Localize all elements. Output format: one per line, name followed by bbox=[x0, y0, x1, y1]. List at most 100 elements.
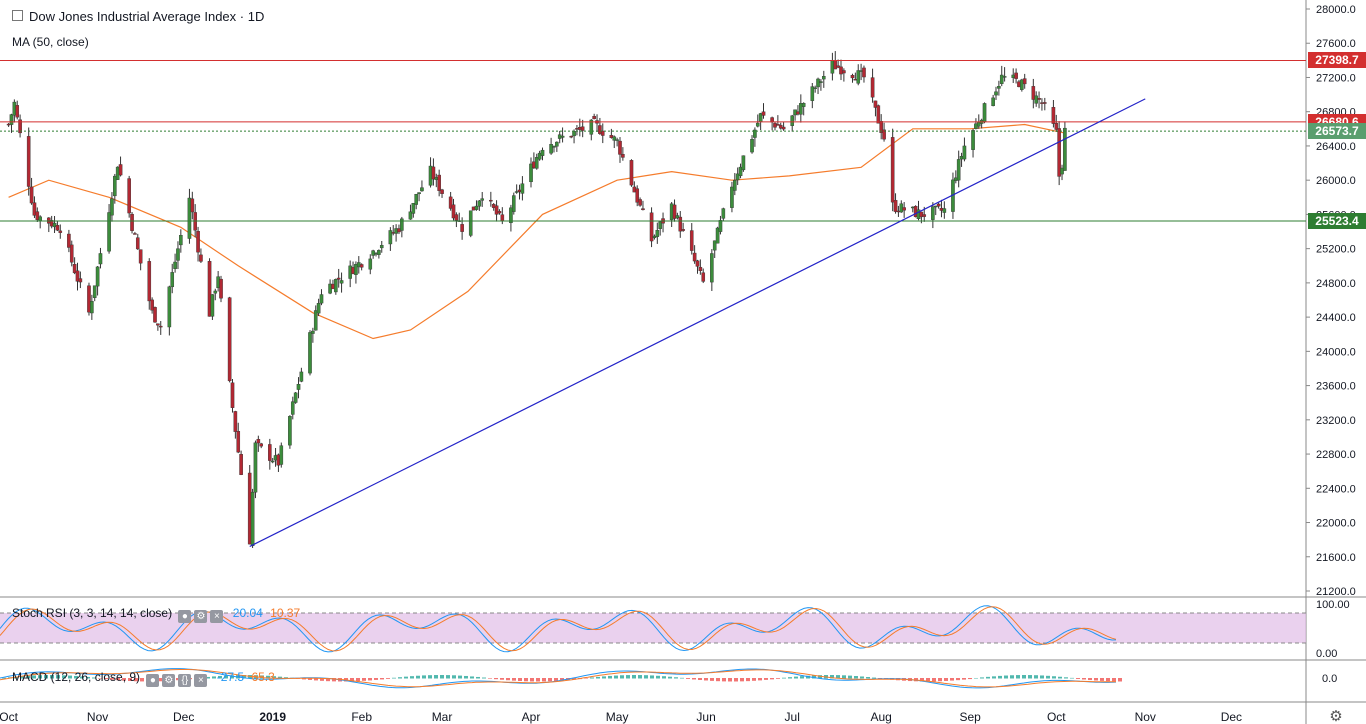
candle-body[interactable] bbox=[196, 231, 200, 253]
candle-body[interactable] bbox=[87, 285, 91, 313]
candle-body[interactable] bbox=[850, 74, 855, 79]
candle-body[interactable] bbox=[537, 152, 542, 160]
candle-body[interactable] bbox=[652, 235, 657, 239]
candle-body[interactable] bbox=[721, 208, 726, 219]
candle-body[interactable] bbox=[733, 180, 737, 191]
candle-body[interactable] bbox=[982, 103, 987, 122]
candle-body[interactable] bbox=[755, 122, 760, 127]
candle-body[interactable] bbox=[715, 227, 720, 244]
candle-body[interactable] bbox=[710, 253, 714, 283]
candle-body[interactable] bbox=[778, 124, 783, 129]
candle-body[interactable] bbox=[589, 119, 594, 135]
candle-body[interactable] bbox=[821, 76, 826, 80]
candle-body[interactable] bbox=[761, 111, 766, 116]
candle-body[interactable] bbox=[52, 222, 57, 228]
candle-body[interactable] bbox=[187, 197, 192, 239]
candle-body[interactable] bbox=[956, 159, 961, 181]
candle-body[interactable] bbox=[78, 278, 83, 283]
candle-body[interactable] bbox=[999, 74, 1004, 84]
candle-body[interactable] bbox=[813, 87, 817, 89]
candle-body[interactable] bbox=[431, 166, 436, 180]
candle-body[interactable] bbox=[876, 105, 881, 124]
candle-body[interactable] bbox=[448, 196, 453, 209]
candle-body[interactable] bbox=[1042, 102, 1047, 104]
candle-body[interactable] bbox=[810, 86, 815, 101]
candle-body[interactable] bbox=[612, 136, 617, 141]
candle-body[interactable] bbox=[420, 187, 424, 192]
candle-body[interactable] bbox=[494, 205, 499, 215]
candle-body[interactable] bbox=[609, 135, 614, 138]
candle-body[interactable] bbox=[26, 136, 31, 187]
close-icon[interactable]: × bbox=[210, 610, 224, 623]
candle-body[interactable] bbox=[712, 240, 717, 251]
candle-body[interactable] bbox=[219, 278, 223, 299]
candle-body[interactable] bbox=[400, 218, 404, 231]
stoch-legend[interactable]: Stoch RSI (3, 3, 14, 14, close) ● ⚙ × 20.0… bbox=[12, 606, 300, 623]
candle-body[interactable] bbox=[675, 215, 680, 219]
candle-body[interactable] bbox=[500, 214, 505, 222]
candle-body[interactable] bbox=[158, 325, 163, 328]
candle-body[interactable] bbox=[236, 431, 241, 453]
candle-body[interactable] bbox=[649, 212, 654, 242]
candle-body[interactable] bbox=[460, 224, 464, 232]
time-axis[interactable]: Oct Nov Dec 2019 Feb Mar Apr May Jun Jul Aug Sep Oct… bbox=[0, 708, 1343, 724]
candle-body[interactable] bbox=[156, 323, 160, 326]
candle-body[interactable] bbox=[173, 261, 177, 269]
candle-body[interactable] bbox=[936, 203, 941, 207]
candle-body[interactable] bbox=[882, 129, 886, 140]
candle-body[interactable] bbox=[1031, 86, 1036, 100]
candle-body[interactable] bbox=[468, 210, 473, 236]
candle-body[interactable] bbox=[781, 126, 786, 130]
candle-body[interactable] bbox=[107, 212, 111, 252]
candle-body[interactable] bbox=[931, 206, 935, 220]
candle-body[interactable] bbox=[1022, 78, 1027, 85]
collapse-icon[interactable] bbox=[12, 10, 23, 21]
candle-body[interactable] bbox=[290, 401, 295, 415]
candle-body[interactable] bbox=[135, 237, 140, 250]
candle-body[interactable] bbox=[170, 272, 175, 288]
candle-body[interactable] bbox=[991, 97, 995, 107]
source-icon[interactable]: {} bbox=[178, 674, 192, 687]
candle-body[interactable] bbox=[1037, 97, 1041, 100]
candle-body[interactable] bbox=[359, 264, 364, 268]
candle-body[interactable] bbox=[213, 290, 218, 294]
candle-body[interactable] bbox=[176, 248, 180, 261]
candle-body[interactable] bbox=[1002, 76, 1007, 78]
candle-body[interactable] bbox=[994, 91, 998, 96]
uptrend-line[interactable] bbox=[249, 98, 1146, 548]
candle-body[interactable] bbox=[552, 146, 556, 148]
candle-body[interactable] bbox=[529, 163, 533, 183]
candle-body[interactable] bbox=[730, 186, 734, 208]
candle-body[interactable] bbox=[15, 105, 20, 118]
candle-body[interactable] bbox=[354, 264, 358, 275]
candle-body[interactable] bbox=[572, 131, 576, 137]
candle-body[interactable] bbox=[69, 244, 74, 263]
eye-icon[interactable]: ● bbox=[146, 674, 160, 687]
candle-body[interactable] bbox=[893, 200, 898, 212]
candle-body[interactable] bbox=[417, 192, 421, 195]
candle-body[interactable] bbox=[629, 160, 634, 186]
candle-body[interactable] bbox=[598, 125, 602, 134]
candle-body[interactable] bbox=[856, 70, 861, 84]
candle-body[interactable] bbox=[833, 60, 838, 70]
candle-body[interactable] bbox=[296, 383, 301, 390]
gear-icon[interactable]: ⚙ bbox=[1329, 708, 1342, 724]
candle-body[interactable] bbox=[313, 310, 318, 331]
candle-body[interactable] bbox=[540, 149, 545, 156]
candle-body[interactable] bbox=[110, 198, 114, 216]
candle-body[interactable] bbox=[67, 233, 71, 248]
settings-icon[interactable]: ⚙ bbox=[162, 674, 176, 687]
candle-body[interactable] bbox=[819, 81, 823, 83]
candle-body[interactable] bbox=[454, 214, 459, 221]
candle-body[interactable] bbox=[32, 202, 37, 216]
candle-body[interactable] bbox=[1063, 127, 1067, 171]
candle-body[interactable] bbox=[1020, 79, 1024, 90]
candle-body[interactable] bbox=[199, 254, 203, 262]
candle-body[interactable] bbox=[339, 280, 344, 284]
candle-body[interactable] bbox=[962, 145, 967, 160]
candle-body[interactable] bbox=[862, 67, 866, 78]
candle-body[interactable] bbox=[534, 157, 539, 169]
candle-body[interactable] bbox=[371, 250, 375, 256]
candle-body[interactable] bbox=[555, 141, 559, 147]
